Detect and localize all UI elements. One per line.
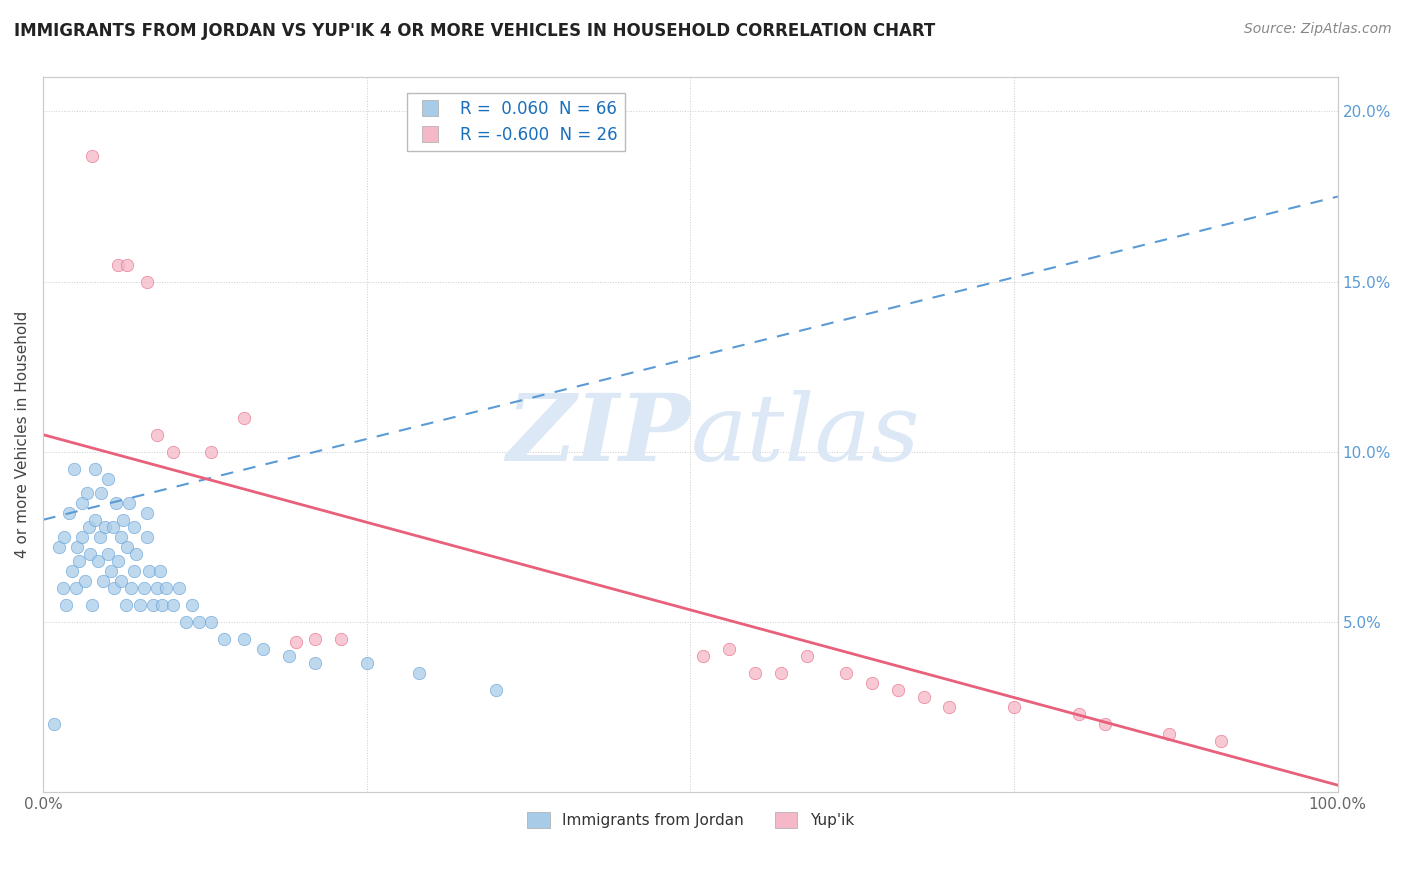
Point [162,444,184,458]
Legend: Immigrants from Jordan, Yup'ik: Immigrants from Jordan, Yup'ik [522,806,860,834]
Point [84,513,107,527]
Point [101,519,124,533]
Point [912,690,935,704]
Point [84,461,107,475]
Point [1067,706,1090,721]
Point [82,149,104,163]
Point [77,519,100,533]
Point [860,676,883,690]
Point [69,553,91,567]
Point [232,632,254,646]
Point [58,506,80,520]
Text: IMMIGRANTS FROM JORDAN VS YUP'IK 4 OR MORE VEHICLES IN HOUSEHOLD CORRELATION CHA: IMMIGRANTS FROM JORDAN VS YUP'IK 4 OR MO… [14,22,935,40]
Text: Source: ZipAtlas.com: Source: ZipAtlas.com [1244,22,1392,37]
Point [278,648,301,663]
Point [48,540,70,554]
Point [1159,727,1181,741]
Point [91,574,114,588]
Point [76,485,98,500]
Point [135,275,157,289]
Text: atlas: atlas [690,390,920,480]
Point [135,530,157,544]
Point [200,444,222,458]
Point [1094,717,1116,731]
Point [117,540,139,554]
Point [117,258,139,272]
Point [770,665,793,680]
Point [181,598,204,612]
Point [129,598,152,612]
Point [329,632,352,646]
Point [284,635,307,649]
Point [94,519,117,533]
Point [86,553,108,567]
Point [52,581,75,595]
Point [97,547,120,561]
Point [304,656,326,670]
Point [252,642,274,657]
Point [89,530,111,544]
Point [65,581,87,595]
Point [174,615,197,629]
Point [1211,734,1233,748]
Point [1002,699,1025,714]
Point [90,485,112,500]
Point [60,564,83,578]
Point [117,496,139,510]
Point [55,598,77,612]
Point [97,472,120,486]
Y-axis label: 4 or more Vehicles in Household: 4 or more Vehicles in Household [15,311,30,558]
Point [149,564,172,578]
Text: ZIP: ZIP [506,390,690,480]
Point [692,648,714,663]
Point [162,598,184,612]
Point [408,665,430,680]
Point [744,665,766,680]
Point [146,427,169,442]
Point [70,530,93,544]
Point [110,574,132,588]
Point [134,581,156,595]
Point [107,258,129,272]
Point [79,547,101,561]
Point [73,574,96,588]
Point [356,656,378,670]
Point [138,564,160,578]
Point [110,530,132,544]
Point [104,496,127,510]
Point [63,461,86,475]
Point [107,553,129,567]
Point [112,513,135,527]
Point [122,564,145,578]
Point [886,682,908,697]
Point [232,410,254,425]
Point [66,540,89,554]
Point [146,581,169,595]
Point [304,632,326,646]
Point [485,682,508,697]
Point [796,648,818,663]
Point [115,598,138,612]
Point [100,564,122,578]
Point [142,598,165,612]
Point [42,717,65,731]
Point [103,581,125,595]
Point [718,642,741,657]
Point [187,615,209,629]
Point [82,598,104,612]
Point [135,506,157,520]
Point [52,530,75,544]
Point [200,615,222,629]
Point [122,519,145,533]
Point [938,699,960,714]
Point [835,665,858,680]
Point [150,598,173,612]
Point [155,581,177,595]
Point [167,581,190,595]
Point [120,581,142,595]
Point [214,632,236,646]
Point [125,547,148,561]
Point [70,496,93,510]
